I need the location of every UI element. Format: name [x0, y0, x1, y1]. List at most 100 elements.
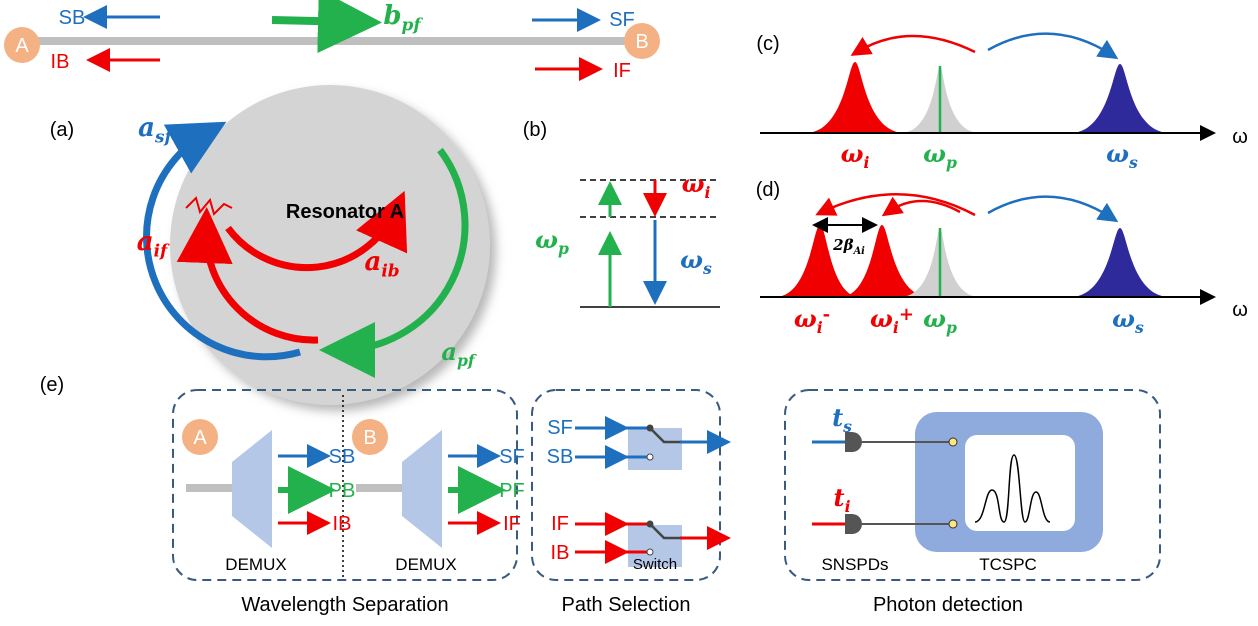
math-subscript: Ai — [853, 246, 866, 257]
label: (b) — [523, 119, 547, 141]
demux-a — [182, 419, 336, 548]
math-subscript: if — [154, 241, 170, 261]
math-superscript: + — [899, 304, 914, 325]
math-symbol: a — [138, 113, 155, 143]
math-symbol: ω — [794, 304, 817, 333]
label: PF — [499, 480, 525, 502]
math-symbol: ω — [923, 304, 946, 333]
math-subscript: i — [863, 153, 869, 172]
math-subscript: s — [1135, 318, 1144, 337]
math-subscript: i — [845, 497, 851, 516]
label: DEMUX — [225, 555, 286, 574]
label: Path Selection — [562, 594, 691, 616]
math-subscript: sf — [154, 127, 175, 147]
math-symbol: a — [137, 227, 154, 257]
math-symbol: ω — [923, 139, 946, 168]
math-symbol: ω — [680, 245, 703, 274]
label: IF — [503, 513, 521, 535]
setup-panels — [172, 389, 1161, 581]
resonator — [143, 85, 490, 405]
math-label: ωs — [1106, 139, 1138, 172]
spectrum-d — [760, 192, 1216, 305]
math-subscript: p — [946, 153, 957, 172]
label: ω — [1232, 126, 1248, 148]
math-label: ωi — [841, 139, 870, 172]
math-label: ωs — [680, 245, 712, 278]
math-label: ωp — [923, 139, 957, 172]
math-subscript: i — [817, 318, 823, 337]
math-subscript: pf — [457, 351, 477, 370]
label: SF — [499, 446, 525, 468]
math-subscript: i — [893, 318, 899, 337]
label: IB — [333, 513, 352, 535]
math-label: ωi+ — [870, 304, 914, 337]
label: A — [193, 427, 207, 449]
math-subscript: s — [703, 259, 712, 278]
label: (e) — [40, 374, 64, 396]
label: (d) — [756, 179, 780, 201]
label: SB — [59, 7, 86, 29]
label: SF — [547, 417, 573, 439]
label: SNSPDs — [821, 555, 888, 574]
label: TCSPC — [979, 555, 1037, 574]
math-symbol: ω — [682, 169, 705, 198]
math-label: ωp — [923, 304, 957, 337]
math-subscript: i — [704, 183, 710, 202]
math-symbol: a — [441, 337, 457, 366]
math-label: ωi- — [794, 304, 830, 337]
math-symbol: ω — [870, 304, 893, 333]
math-label: ts — [832, 403, 852, 436]
math-label: 2βAi — [832, 236, 865, 257]
math-superscript: - — [823, 304, 830, 325]
math-label: ti — [833, 483, 850, 516]
math-symbol: t — [832, 403, 843, 432]
math-subscript: s — [1129, 153, 1138, 172]
energy-diagram — [580, 179, 720, 308]
math-label: aib — [364, 247, 399, 281]
label: PB — [329, 480, 356, 502]
label: SB — [329, 446, 356, 468]
label: (a) — [50, 119, 74, 141]
math-symbol: b — [383, 1, 401, 31]
math-label: ωp — [535, 225, 569, 258]
label: Switch — [633, 556, 677, 573]
label: ω — [1232, 299, 1248, 321]
math-label: apf — [441, 337, 476, 370]
math-symbol: ω — [841, 139, 864, 168]
math-subscript: p — [558, 239, 569, 258]
label: SB — [547, 446, 574, 468]
label: Photon detection — [873, 594, 1023, 616]
label: A — [15, 35, 29, 57]
label: SF — [609, 9, 635, 31]
math-label: ωi — [682, 169, 711, 202]
label: B — [635, 31, 648, 53]
math-subscript: ib — [381, 261, 399, 281]
math-subscript: p — [946, 318, 957, 337]
spectrum-c — [760, 32, 1216, 141]
math-label: bpf — [383, 1, 423, 35]
label: IB — [551, 542, 570, 564]
demux-b — [352, 419, 506, 548]
math-label: asf — [138, 113, 174, 147]
math-symbol: t — [833, 483, 844, 512]
math-symbol: ω — [1112, 304, 1135, 333]
math-subscript: pf — [402, 15, 424, 35]
label: IF — [551, 513, 569, 535]
math-symbol: ω — [1106, 139, 1129, 168]
math-subscript: s — [843, 417, 852, 436]
label: B — [363, 427, 376, 449]
math-symbol: a — [364, 247, 381, 277]
switches — [575, 416, 731, 567]
label: (c) — [756, 33, 779, 55]
math-symbol: ω — [535, 225, 558, 254]
label: Resonator A — [286, 201, 404, 223]
label: IF — [613, 60, 631, 82]
math-label: ωs — [1112, 304, 1144, 337]
detection — [812, 412, 1103, 552]
waveguide — [4, 0, 660, 81]
label: Wavelength Separation — [241, 594, 448, 616]
label: IB — [51, 51, 70, 73]
label: DEMUX — [395, 555, 456, 574]
math-symbol: 2β — [832, 236, 853, 254]
